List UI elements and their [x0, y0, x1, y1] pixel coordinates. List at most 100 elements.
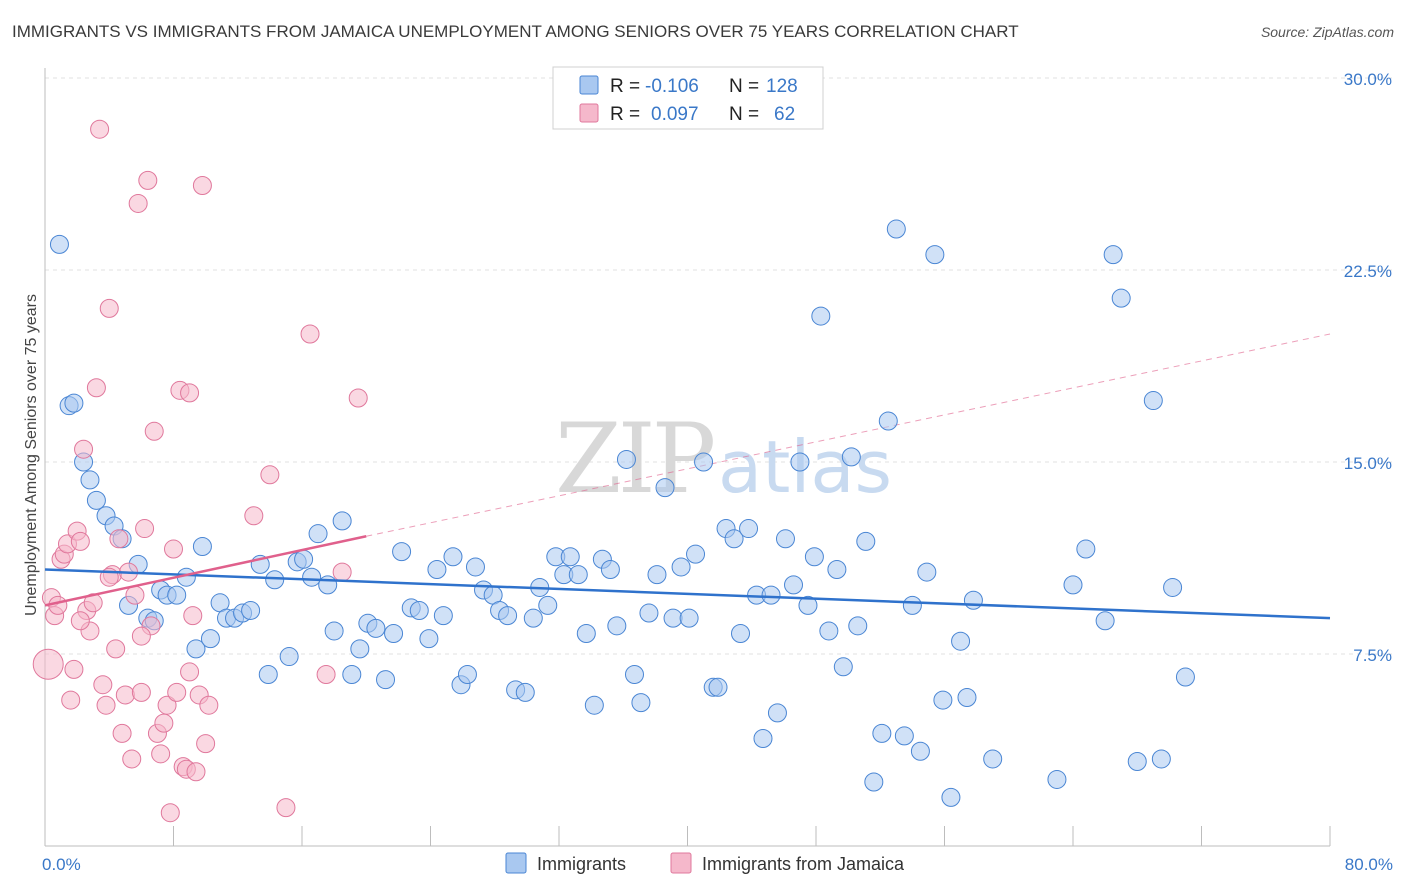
- immigrants-point-119: [1063, 575, 1083, 595]
- immigrants-point-51: [465, 557, 485, 577]
- immigrants-point-64: [568, 565, 588, 585]
- immigrants-point-70: [616, 449, 636, 469]
- immigrants-point-18: [192, 536, 212, 556]
- immigrants-point-31: [302, 567, 322, 587]
- immigrants-point-40: [376, 670, 396, 690]
- immigrants-point-65: [576, 624, 596, 644]
- immigrants-point-86: [739, 519, 759, 539]
- watermark-zip: ZIP: [555, 403, 714, 515]
- immigrants-point-82: [708, 677, 728, 697]
- jamaica-point-8: [64, 659, 84, 679]
- jamaica-point-10: [70, 531, 90, 551]
- jamaica-point-36: [154, 713, 174, 733]
- immigrants-point-60: [538, 595, 558, 615]
- immigrants-point-99: [833, 657, 853, 677]
- x-tick-label-0: 0.0%: [42, 855, 81, 874]
- immigrants-point-35: [332, 511, 352, 531]
- y-axis-label: Unemployment Among Seniors over 75 years: [23, 294, 40, 616]
- jamaica-point-55: [316, 664, 336, 684]
- immigrants-point-57: [515, 682, 535, 702]
- jamaica-point-39: [164, 539, 183, 559]
- immigrants-point-79: [686, 544, 706, 564]
- jamaica-point-54: [300, 324, 320, 344]
- jamaica-points: [32, 119, 1331, 823]
- jamaica-point-35: [151, 744, 171, 764]
- immigrants-point-58: [523, 608, 543, 628]
- y-tick-label-3: 30.0%: [1344, 70, 1392, 89]
- immigrants-point-48: [443, 547, 463, 567]
- immigrants-point-17: [186, 639, 206, 659]
- immigrants-point-116: [963, 590, 983, 610]
- immigrants-point-101: [848, 616, 868, 636]
- immigrants-point-63: [560, 547, 580, 567]
- immigrants-point-4: [80, 470, 100, 490]
- immigrants-point-122: [1111, 288, 1131, 308]
- x-tick-label-1: 80.0%: [1345, 855, 1393, 874]
- immigrants-point-78: [679, 608, 699, 628]
- jamaica-point-23: [112, 723, 132, 743]
- immigrants-point-108: [902, 595, 922, 615]
- jamaica-trend-line: [44, 535, 367, 607]
- immigrants-point-66: [584, 695, 604, 715]
- jamaica-point-15: [86, 378, 106, 398]
- jamaica-point-3: [48, 595, 68, 615]
- legend-r-value-1: -0.106: [645, 76, 699, 97]
- immigrants-point-27: [265, 570, 285, 590]
- jamaica-point-48: [192, 176, 212, 196]
- source-credit: Source: ZipAtlas.com: [1260, 24, 1394, 40]
- immigrants-point-91: [775, 529, 795, 549]
- immigrants-point-76: [663, 608, 683, 628]
- immigrants-point-97: [819, 621, 839, 641]
- jamaica-point-40: [167, 682, 187, 702]
- jamaica-point-26: [122, 749, 142, 769]
- jamaica-point-61: [180, 662, 200, 682]
- immigrants-point-77: [671, 557, 691, 577]
- bottom-legend-swatch-jamaica: [670, 852, 692, 874]
- immigrants-point-28: [279, 647, 299, 667]
- immigrants-point-41: [384, 624, 404, 644]
- jamaica-point-11: [74, 439, 94, 459]
- immigrants-point-94: [798, 595, 818, 615]
- legend-n-label-1: N =: [729, 76, 759, 97]
- immigrants-point-5: [86, 490, 106, 510]
- legend-swatch-immigrants: [579, 75, 599, 95]
- immigrants-point-44: [409, 600, 429, 620]
- legend-r-label-2: R =: [610, 104, 640, 125]
- immigrants-point-92: [784, 575, 804, 595]
- jamaica-point-58: [70, 611, 90, 631]
- immigrants-point-115: [957, 688, 977, 708]
- immigrants-points: [49, 219, 1195, 807]
- immigrants-point-0: [49, 234, 69, 254]
- immigrants-point-90: [767, 703, 787, 723]
- immigrants-point-111: [925, 245, 945, 265]
- immigrants-point-39: [366, 618, 386, 638]
- immigrants-point-100: [841, 447, 861, 467]
- immigrants-point-26: [258, 664, 278, 684]
- immigrants-point-30: [294, 549, 314, 569]
- immigrants-point-24: [241, 600, 261, 620]
- tick-labels: 7.5% 15.0% 22.5% 30.0% 0.0% 80.0%: [42, 70, 1393, 874]
- jamaica-point-27: [125, 585, 145, 605]
- jamaica-point-49: [196, 734, 216, 754]
- immigrants-point-98: [827, 560, 847, 580]
- immigrants-point-85: [731, 624, 751, 644]
- jamaica-point-52: [260, 465, 280, 485]
- jamaica-point-7: [61, 690, 81, 710]
- legend-r-label-1: R =: [610, 76, 640, 97]
- jamaica-point-50: [199, 695, 219, 715]
- jamaica-point-28: [128, 193, 148, 213]
- immigrants-point-74: [647, 565, 667, 585]
- immigrants-point-34: [324, 621, 344, 641]
- jamaica-point-53: [276, 798, 296, 818]
- jamaica-point-57: [348, 388, 368, 408]
- immigrants-point-121: [1095, 611, 1115, 631]
- immigrants-point-36: [342, 664, 362, 684]
- immigrants-point-46: [427, 560, 447, 580]
- jamaica-point-56: [332, 562, 352, 582]
- immigrants-point-80: [694, 452, 714, 472]
- immigrants-point-112: [933, 690, 953, 710]
- immigrants-point-50: [457, 664, 477, 684]
- jamaica-point-45: [183, 606, 203, 626]
- immigrants-point-114: [951, 631, 971, 651]
- immigrants-point-89: [761, 585, 781, 605]
